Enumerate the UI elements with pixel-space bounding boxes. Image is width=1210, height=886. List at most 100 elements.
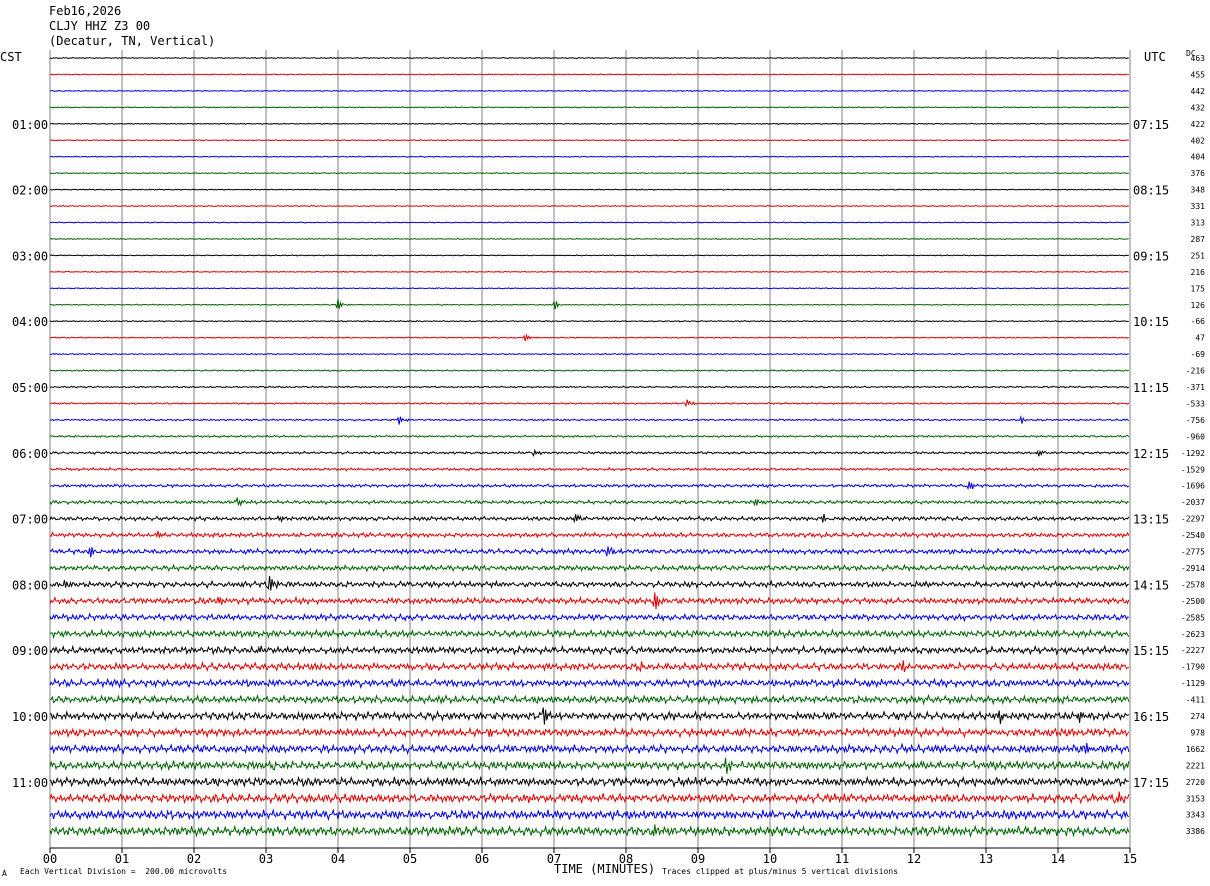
dc-offset-label: 978 bbox=[1191, 728, 1206, 737]
seismogram-trace bbox=[49, 644, 1130, 656]
x-tick-label: 10 bbox=[763, 852, 777, 866]
seismogram-trace bbox=[49, 612, 1129, 623]
cst-hour-label: 10:00 bbox=[12, 710, 48, 724]
utc-hour-label: 15:15 bbox=[1133, 644, 1169, 658]
x-tick-label: 06 bbox=[475, 852, 489, 866]
dc-offset-label: 274 bbox=[1191, 712, 1206, 721]
seismogram-trace bbox=[49, 434, 1130, 439]
seismogram-trace bbox=[49, 399, 1130, 408]
cst-hour-label: 08:00 bbox=[12, 578, 48, 592]
dc-offset-label: -411 bbox=[1186, 696, 1205, 705]
dc-offset-label: -756 bbox=[1186, 416, 1205, 425]
seismogram-trace bbox=[49, 775, 1130, 789]
seismogram-trace bbox=[49, 298, 1129, 310]
seismogram-trace bbox=[49, 497, 1130, 508]
x-tick-label: 01 bbox=[115, 852, 129, 866]
seismogram-trace bbox=[49, 333, 1130, 342]
dc-column-title: DC bbox=[1186, 49, 1196, 58]
dc-offset-label: 216 bbox=[1191, 268, 1206, 277]
seismogram-trace bbox=[49, 448, 1129, 457]
x-tick-label: 09 bbox=[691, 852, 705, 866]
seismogram-trace bbox=[49, 563, 1130, 573]
dc-offset-label: 422 bbox=[1191, 120, 1206, 129]
x-tick-label: 15 bbox=[1123, 852, 1137, 866]
division-scale-note: Each Vertical Division = 200.00 microvol… bbox=[20, 867, 228, 876]
utc-hour-label: 09:15 bbox=[1133, 249, 1169, 263]
dc-offset-label: -1129 bbox=[1181, 679, 1205, 688]
x-tick-label: 08 bbox=[619, 852, 633, 866]
utc-hour-label: 07:15 bbox=[1133, 118, 1169, 132]
dc-offset-label: 331 bbox=[1191, 202, 1206, 211]
cst-hour-label: 06:00 bbox=[12, 447, 48, 461]
seismogram-trace bbox=[49, 660, 1129, 673]
cst-hour-label: 02:00 bbox=[12, 184, 48, 198]
seismogram-trace bbox=[49, 171, 1129, 175]
seismogram-trace bbox=[49, 742, 1130, 756]
x-tick-label: 13 bbox=[979, 852, 993, 866]
dc-offset-label: 47 bbox=[1195, 334, 1205, 343]
x-tick-label: 04 bbox=[331, 852, 345, 866]
dc-offset-label: 2720 bbox=[1186, 778, 1205, 787]
dc-offset-label: -371 bbox=[1186, 383, 1205, 392]
dc-offset-label: 251 bbox=[1191, 251, 1206, 260]
plot-date: Feb16,2026 bbox=[49, 4, 122, 18]
station-location: (Decatur, TN, Vertical) bbox=[49, 34, 216, 48]
seismogram-trace bbox=[49, 369, 1129, 373]
seismogram-trace bbox=[49, 808, 1129, 822]
seismogram-trace bbox=[49, 155, 1130, 158]
seismogram-trace bbox=[49, 287, 1129, 290]
seismogram-trace bbox=[49, 466, 1129, 472]
utc-hour-label: 16:15 bbox=[1133, 710, 1169, 724]
dc-offset-label: 442 bbox=[1191, 87, 1206, 96]
dc-offset-label: -66 bbox=[1191, 317, 1206, 326]
dc-offset-label: -216 bbox=[1186, 367, 1205, 376]
seismogram-trace bbox=[49, 824, 1130, 839]
seismogram-trace bbox=[49, 56, 1129, 60]
dc-offset-label: 2221 bbox=[1186, 761, 1205, 770]
seismogram-trace bbox=[49, 530, 1130, 539]
dc-offset-label: -533 bbox=[1186, 399, 1205, 408]
dc-offset-label: -2585 bbox=[1181, 613, 1205, 622]
x-tick-label: 00 bbox=[43, 852, 57, 866]
dc-offset-label: 463 bbox=[1191, 54, 1206, 63]
cst-hour-label: 01:00 bbox=[12, 118, 48, 132]
seismogram-trace bbox=[49, 415, 1130, 425]
x-tick-label: 02 bbox=[187, 852, 201, 866]
seismogram-trace bbox=[49, 385, 1130, 389]
utc-hour-label: 10:15 bbox=[1133, 315, 1169, 329]
dc-offset-label: 348 bbox=[1191, 186, 1206, 195]
seismogram-trace bbox=[49, 757, 1130, 774]
station-name: CLJY HHZ Z3 00 bbox=[49, 19, 151, 33]
x-tick-label: 12 bbox=[907, 852, 921, 866]
clip-note: Traces clipped at plus/minus 5 vertical … bbox=[662, 867, 899, 876]
cst-axis-title: CST bbox=[0, 50, 22, 64]
dc-offset-label: -2623 bbox=[1181, 630, 1205, 639]
utc-hour-label: 14:15 bbox=[1133, 578, 1169, 592]
dc-offset-label: -960 bbox=[1186, 432, 1205, 441]
dc-offset-label: -2297 bbox=[1181, 515, 1205, 524]
utc-hour-label: 12:15 bbox=[1133, 447, 1169, 461]
x-axis-title: TIME (MINUTES) bbox=[554, 862, 656, 876]
seismogram-trace bbox=[49, 677, 1130, 689]
seismogram-trace bbox=[49, 791, 1130, 805]
dc-offset-label: 404 bbox=[1191, 153, 1206, 162]
cst-hour-label: 03:00 bbox=[12, 249, 48, 263]
seismogram-trace bbox=[49, 237, 1129, 241]
dc-offset-label: 287 bbox=[1191, 235, 1206, 244]
dc-offset-label: -2540 bbox=[1181, 531, 1205, 540]
seismogram-trace bbox=[49, 89, 1130, 93]
dc-offset-label: -1292 bbox=[1181, 449, 1205, 458]
cst-hour-label: 04:00 bbox=[12, 315, 48, 329]
seismogram-trace bbox=[49, 513, 1130, 524]
seismogram-trace bbox=[49, 106, 1129, 109]
utc-hour-label: 11:15 bbox=[1133, 381, 1169, 395]
dc-offset-label: 3153 bbox=[1186, 794, 1205, 803]
seismogram-trace bbox=[49, 546, 1130, 558]
seismogram-trace bbox=[49, 254, 1129, 257]
seismogram-trace bbox=[49, 707, 1130, 725]
dc-offset-label: -2914 bbox=[1181, 564, 1205, 573]
cst-hour-label: 09:00 bbox=[12, 644, 48, 658]
dc-offset-label: -2037 bbox=[1181, 498, 1205, 507]
seismogram-trace bbox=[49, 188, 1129, 191]
